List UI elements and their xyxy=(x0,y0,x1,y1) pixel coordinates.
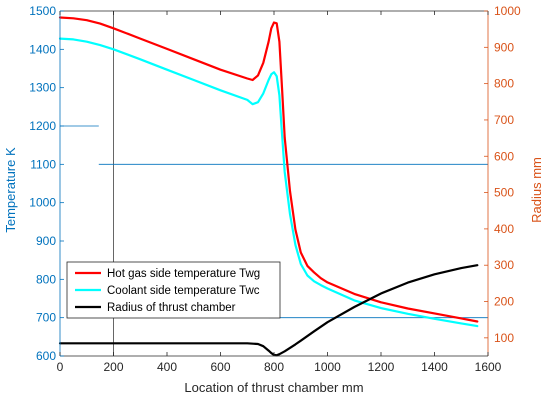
left-y-tick-label: 1300 xyxy=(29,81,56,95)
right-y-tick-label: 100 xyxy=(494,331,514,345)
x-tick-label: 1200 xyxy=(368,360,395,374)
right-y-tick-label: 900 xyxy=(494,40,514,54)
left-y-tick-label: 800 xyxy=(36,272,56,286)
right-y-tick-label: 200 xyxy=(494,295,514,309)
x-tick-label: 1600 xyxy=(475,360,502,374)
x-tick-label: 400 xyxy=(157,360,177,374)
right-y-tick-label: 500 xyxy=(494,186,514,200)
series-line-1 xyxy=(58,16,479,323)
left-y-tick-label: 1000 xyxy=(29,196,56,210)
right-y-tick-label: 700 xyxy=(494,113,514,127)
left-y-axis-label: Temperature K xyxy=(3,147,18,233)
left-y-tick-label: 900 xyxy=(36,234,56,248)
axes: 0 200 400 600 800 1000 1200 1400 1600 600 700 800 90… xyxy=(29,4,521,374)
left-y-tick-label: 1400 xyxy=(29,42,56,56)
right-y-tick-label: 600 xyxy=(494,149,514,163)
series-line-3 xyxy=(58,264,479,357)
legend-box xyxy=(66,261,281,319)
right-y-axis-label: Radius mm xyxy=(529,157,544,223)
left-y-tick-label: 600 xyxy=(36,349,56,363)
right-y-tick-label: 400 xyxy=(494,222,514,236)
x-tick-label: 600 xyxy=(210,360,230,374)
series-lines xyxy=(58,16,479,357)
x-axis-label: Location of thrust chamber mm xyxy=(184,380,363,395)
legend-entry-label: Coolant side temperature Twc xyxy=(107,285,260,297)
x-tick-label: 0 xyxy=(57,360,64,374)
left-y-tick-label: 1200 xyxy=(29,119,56,133)
x-tick-label: 1000 xyxy=(314,360,341,374)
x-tick-label: 1400 xyxy=(421,360,448,374)
left-y-tick-label: 1100 xyxy=(30,157,56,171)
left-y-tick-label: 700 xyxy=(36,311,56,325)
right-y-tick-label: 800 xyxy=(494,77,514,91)
series-line-2 xyxy=(58,37,479,328)
right-y-tick-label: 300 xyxy=(494,258,514,272)
legend-entry-label: Radius of thrust chamber xyxy=(107,302,236,314)
legend-entry-label: Hot gas side temperature Twg xyxy=(107,268,260,280)
right-y-tick-label: 1000 xyxy=(494,4,521,18)
legend: Hot gas side temperature Twg Coolant side… xyxy=(66,261,281,319)
x-tick-label: 800 xyxy=(264,360,284,374)
x-tick-label: 200 xyxy=(103,360,123,374)
left-y-tick-label: 1500 xyxy=(29,4,56,18)
